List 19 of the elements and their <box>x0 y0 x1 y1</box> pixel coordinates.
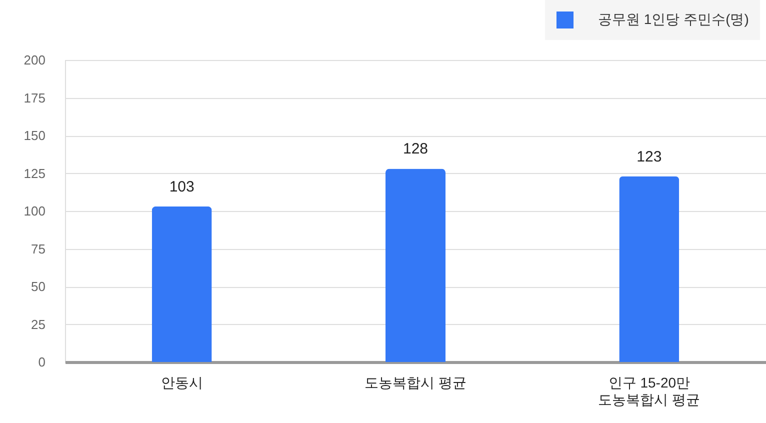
x-tick-label: 인구 15-20만 도농복합시 평균 <box>598 374 700 408</box>
data-label: 103 <box>169 178 194 196</box>
bar <box>386 168 446 362</box>
y-tick-label: 25 <box>31 316 46 332</box>
data-label: 123 <box>636 148 662 166</box>
y-tick-label: 200 <box>24 52 46 68</box>
bar <box>619 176 680 362</box>
bar <box>152 206 212 362</box>
y-tick-label: 50 <box>31 279 46 294</box>
y-tick-label: 175 <box>24 90 46 106</box>
x-tick-label: 도농복합시 평균 <box>364 374 466 390</box>
x-tick-label: 안동시 <box>160 374 203 390</box>
y-tick-label: 75 <box>31 241 46 256</box>
legend-label: 공무원 1인당 주민수(명) <box>598 11 749 27</box>
y-tick-label: 150 <box>24 128 46 143</box>
data-label: 128 <box>402 140 428 158</box>
y-tick-label: 0 <box>38 354 46 370</box>
y-tick-label: 100 <box>24 204 46 218</box>
y-tick-label: 125 <box>24 166 46 181</box>
